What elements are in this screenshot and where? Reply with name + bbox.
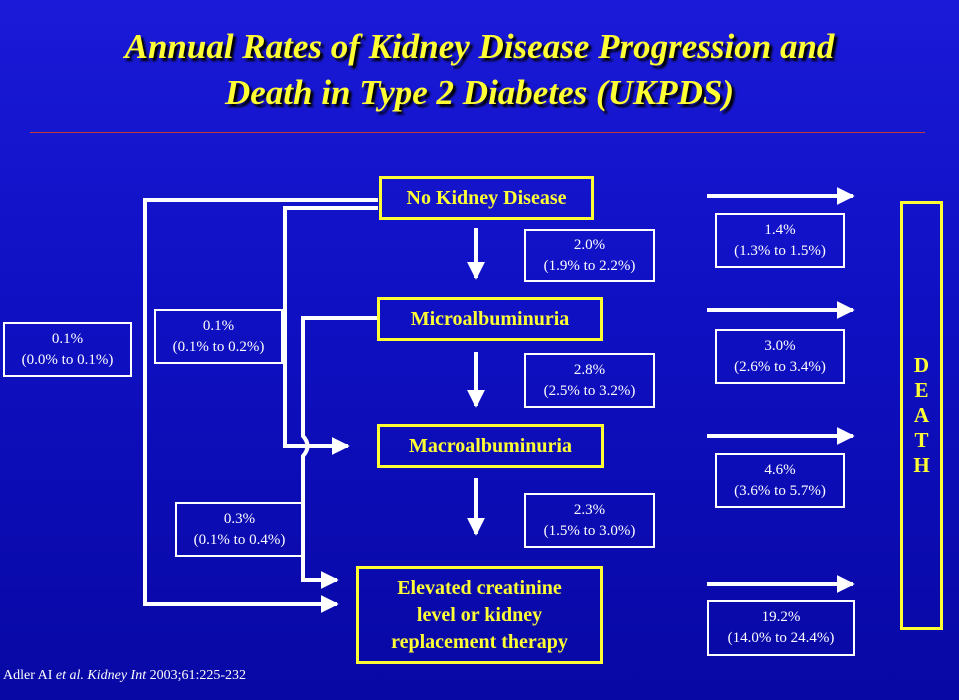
stage-macroalbuminuria: Macroalbuminuria — [377, 424, 604, 468]
skip-rate-none-to-macro: 0.1% (0.1% to 0.2%) — [154, 309, 283, 364]
death-letter: A — [913, 403, 930, 427]
death-letter: E — [914, 378, 929, 402]
title-line-2: Death in Type 2 Diabetes (UKPDS) — [224, 73, 735, 112]
progression-rate-micro-to-macro: 2.8% (2.5% to 3.2%) — [524, 353, 655, 408]
skip-line-none-to-elevated — [143, 198, 378, 613]
death-rate-no-kidney-disease: 1.4% (1.3% to 1.5%) — [715, 213, 845, 268]
death-letter: H — [913, 453, 930, 477]
skip-line-micro-to-elevated — [301, 316, 378, 589]
stage-microalbuminuria: Microalbuminuria — [377, 297, 603, 341]
stage-no-kidney-disease: No Kidney Disease — [379, 176, 594, 220]
death-rate-microalbuminuria: 3.0% (2.6% to 3.4%) — [715, 329, 845, 384]
slide-title: Annual Rates of Kidney Disease Progressi… — [0, 24, 959, 116]
skip-rate-micro-to-elevated: 0.3% (0.1% to 0.4%) — [175, 502, 304, 557]
citation: Adler AI et al. Kidney Int 2003;61:225-2… — [3, 668, 247, 683]
death-letter: T — [914, 428, 929, 452]
title-line-1: Annual Rates of Kidney Disease Progressi… — [124, 27, 835, 66]
death-box: D E A T H — [900, 201, 943, 630]
stage-elevated-creatinine: Elevated creatinine level or kidney repl… — [356, 566, 603, 664]
progression-rate-macro-to-elevated: 2.3% (1.5% to 3.0%) — [524, 493, 655, 548]
death-letter: D — [913, 353, 930, 377]
skip-line-none-to-macro — [283, 206, 378, 455]
progression-rate-none-to-micro: 2.0% (1.9% to 2.2%) — [524, 229, 655, 282]
death-rate-macroalbuminuria: 4.6% (3.6% to 5.7%) — [715, 453, 845, 508]
title-divider — [30, 132, 925, 133]
skip-rate-none-to-elevated: 0.1% (0.0% to 0.1%) — [3, 322, 132, 377]
death-rate-elevated-creatinine: 19.2% (14.0% to 24.4%) — [707, 600, 855, 656]
